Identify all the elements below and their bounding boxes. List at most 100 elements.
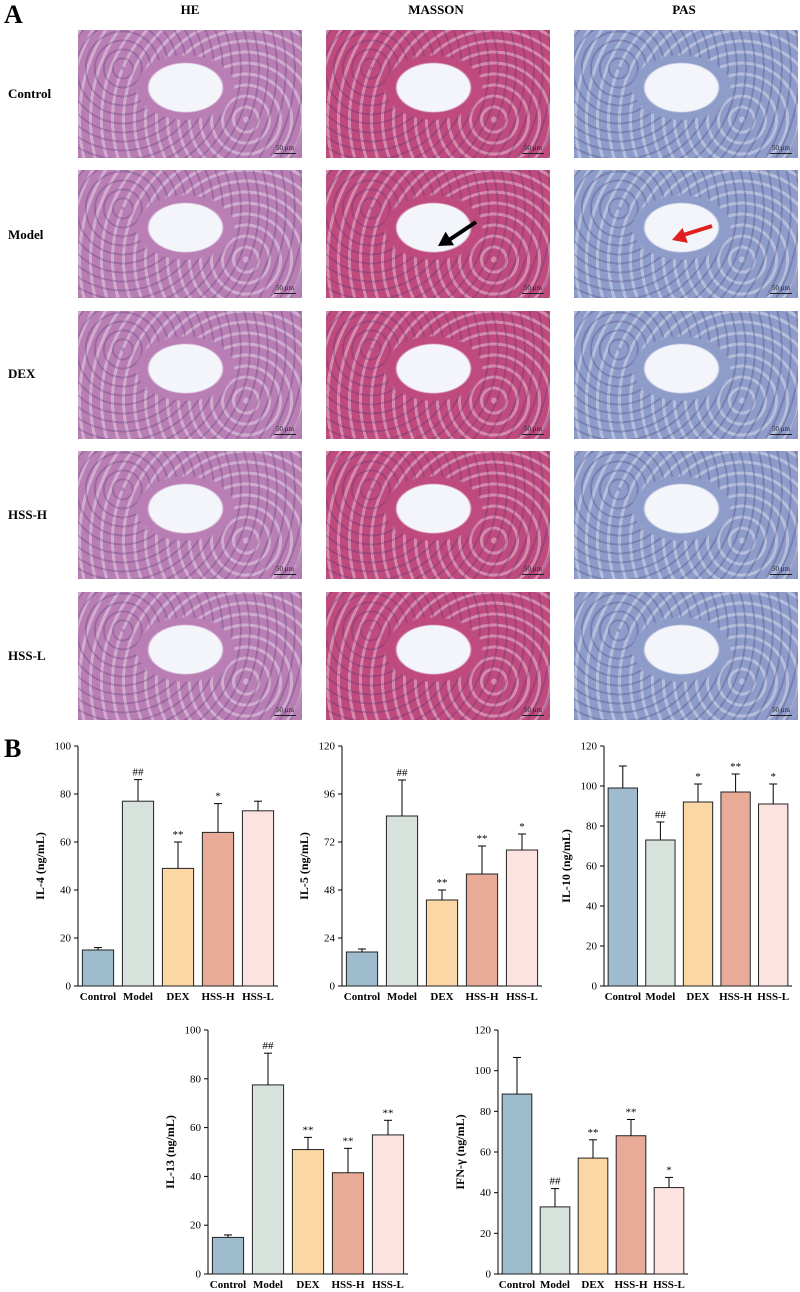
y-tick-label: 0 xyxy=(486,1269,492,1281)
x-tick-label: Control xyxy=(499,1279,535,1291)
row-label-hss-h: HSS-H xyxy=(8,507,48,522)
y-axis-label: IL-10 (ng/mL) xyxy=(559,829,573,903)
y-tick-label: 60 xyxy=(60,837,72,849)
significance-label: ** xyxy=(477,833,488,845)
x-tick-label: Control xyxy=(80,991,116,1003)
bar-control xyxy=(81,949,115,987)
micrograph-model-masson: 50 μm xyxy=(326,170,550,298)
bar-hss-l xyxy=(653,1187,685,1275)
scale-bar: 50 μm xyxy=(522,565,544,575)
micrograph-dex-pas: 50 μm xyxy=(574,311,798,439)
y-tick-label: 72 xyxy=(324,837,335,849)
significance-label: ## xyxy=(655,809,667,821)
row-label-model: Model xyxy=(8,227,44,242)
x-tick-label: HSS-L xyxy=(757,991,789,1003)
column-header-pas: PAS xyxy=(672,2,696,17)
significance-label: ** xyxy=(303,1124,314,1136)
micrograph-hss-h-pas: 50 μm xyxy=(574,451,798,579)
y-tick-label: 0 xyxy=(330,981,336,993)
bar-hss-h xyxy=(615,1135,647,1275)
x-tick-label: Model xyxy=(387,991,417,1003)
y-tick-label: 60 xyxy=(480,1147,492,1159)
y-tick-label: 0 xyxy=(592,981,598,993)
x-tick-label: DEX xyxy=(166,991,189,1003)
micrograph-dex-he: 50 μm xyxy=(78,311,302,439)
bar-dex xyxy=(161,867,195,987)
x-tick-label: Control xyxy=(344,991,380,1003)
y-axis-label: IFN-γ (ng/mL) xyxy=(453,1114,467,1189)
y-tick-label: 80 xyxy=(586,821,598,833)
significance-label: ** xyxy=(588,1127,599,1139)
bar-hss-l xyxy=(505,849,539,987)
y-tick-label: 96 xyxy=(324,789,336,801)
micrograph-control-pas: 50 μm xyxy=(574,30,798,158)
y-tick-label: 100 xyxy=(581,781,598,793)
bar-model xyxy=(539,1206,571,1275)
x-tick-label: HSS-L xyxy=(653,1279,685,1291)
micrograph-hss-h-he: 50 μm xyxy=(78,451,302,579)
bar-dex xyxy=(577,1157,609,1275)
micrograph-hss-l-he: 50 μm xyxy=(78,592,302,720)
scale-bar: 50 μm xyxy=(522,425,544,435)
y-tick-label: 20 xyxy=(190,1220,202,1232)
significance-label: ## xyxy=(133,767,145,779)
scale-bar: 50 μm xyxy=(274,706,296,716)
x-tick-label: DEX xyxy=(581,1279,604,1291)
y-tick-label: 100 xyxy=(185,1025,202,1037)
il13-bar-chart: 0 20 40 60 80 100 IL-13 (ng/mL) Control ## Model *… xyxy=(163,1025,408,1291)
micrograph-model-pas: 50 μm xyxy=(574,170,798,298)
y-tick-label: 0 xyxy=(66,981,72,993)
y-tick-label: 80 xyxy=(480,1106,492,1118)
y-tick-label: 20 xyxy=(60,933,72,945)
bar-model xyxy=(251,1084,285,1275)
bar-control xyxy=(501,1093,533,1275)
scale-bar: 50 μm xyxy=(522,706,544,716)
micrograph-model-he: 50 μm xyxy=(78,170,302,298)
x-tick-label: Model xyxy=(645,991,675,1003)
y-tick-label: 40 xyxy=(480,1187,492,1199)
y-tick-label: 100 xyxy=(475,1065,492,1077)
y-axis-label: IL-5 (ng/mL) xyxy=(297,832,311,900)
significance-label: ** xyxy=(383,1107,394,1119)
significance-label: * xyxy=(519,821,525,833)
row-label-hss-l: HSS-L xyxy=(8,648,46,663)
row-label-control: Control xyxy=(8,86,52,101)
x-tick-label: HSS-H xyxy=(465,991,498,1003)
bar-control xyxy=(211,1236,245,1275)
bar-model xyxy=(645,839,676,987)
arrow-icon xyxy=(438,220,478,246)
micrograph-hss-l-pas: 50 μm xyxy=(574,592,798,720)
y-tick-label: 80 xyxy=(60,789,72,801)
bar-model xyxy=(121,800,155,987)
y-tick-label: 40 xyxy=(586,901,598,913)
x-tick-label: HSS-L xyxy=(242,991,274,1003)
y-tick-label: 60 xyxy=(586,861,598,873)
bar-model xyxy=(385,815,419,987)
scale-bar: 50 μm xyxy=(770,425,792,435)
significance-label: ** xyxy=(437,877,448,889)
y-tick-label: 100 xyxy=(55,741,72,753)
bar-dex xyxy=(682,801,714,987)
y-tick-label: 80 xyxy=(190,1073,202,1085)
arrow-icon xyxy=(672,224,713,243)
x-tick-label: HSS-H xyxy=(201,991,234,1003)
x-tick-label: Model xyxy=(540,1279,570,1291)
y-tick-label: 60 xyxy=(190,1122,202,1134)
x-tick-label: Control xyxy=(210,1279,246,1291)
panel-label-b: B xyxy=(4,734,22,763)
y-tick-label: 0 xyxy=(196,1269,202,1281)
row-label-dex: DEX xyxy=(8,366,36,381)
scale-bar: 50 μm xyxy=(274,144,296,154)
y-axis-label: IL-4 (ng/mL) xyxy=(33,832,47,900)
micrograph-dex-masson: 50 μm xyxy=(326,311,550,439)
x-tick-label: Control xyxy=(605,991,641,1003)
bar-dex xyxy=(291,1149,325,1275)
y-tick-label: 48 xyxy=(324,885,336,897)
scale-bar: 50 μm xyxy=(274,565,296,575)
significance-label: ** xyxy=(626,1106,637,1118)
significance-label: * xyxy=(695,771,701,783)
micrograph-control-masson: 50 μm xyxy=(326,30,550,158)
il10-bar-chart: 0 20 40 60 80 100 120 IL-10 (ng/mL) Control ## Mod… xyxy=(559,741,792,1003)
significance-label: * xyxy=(770,771,776,783)
